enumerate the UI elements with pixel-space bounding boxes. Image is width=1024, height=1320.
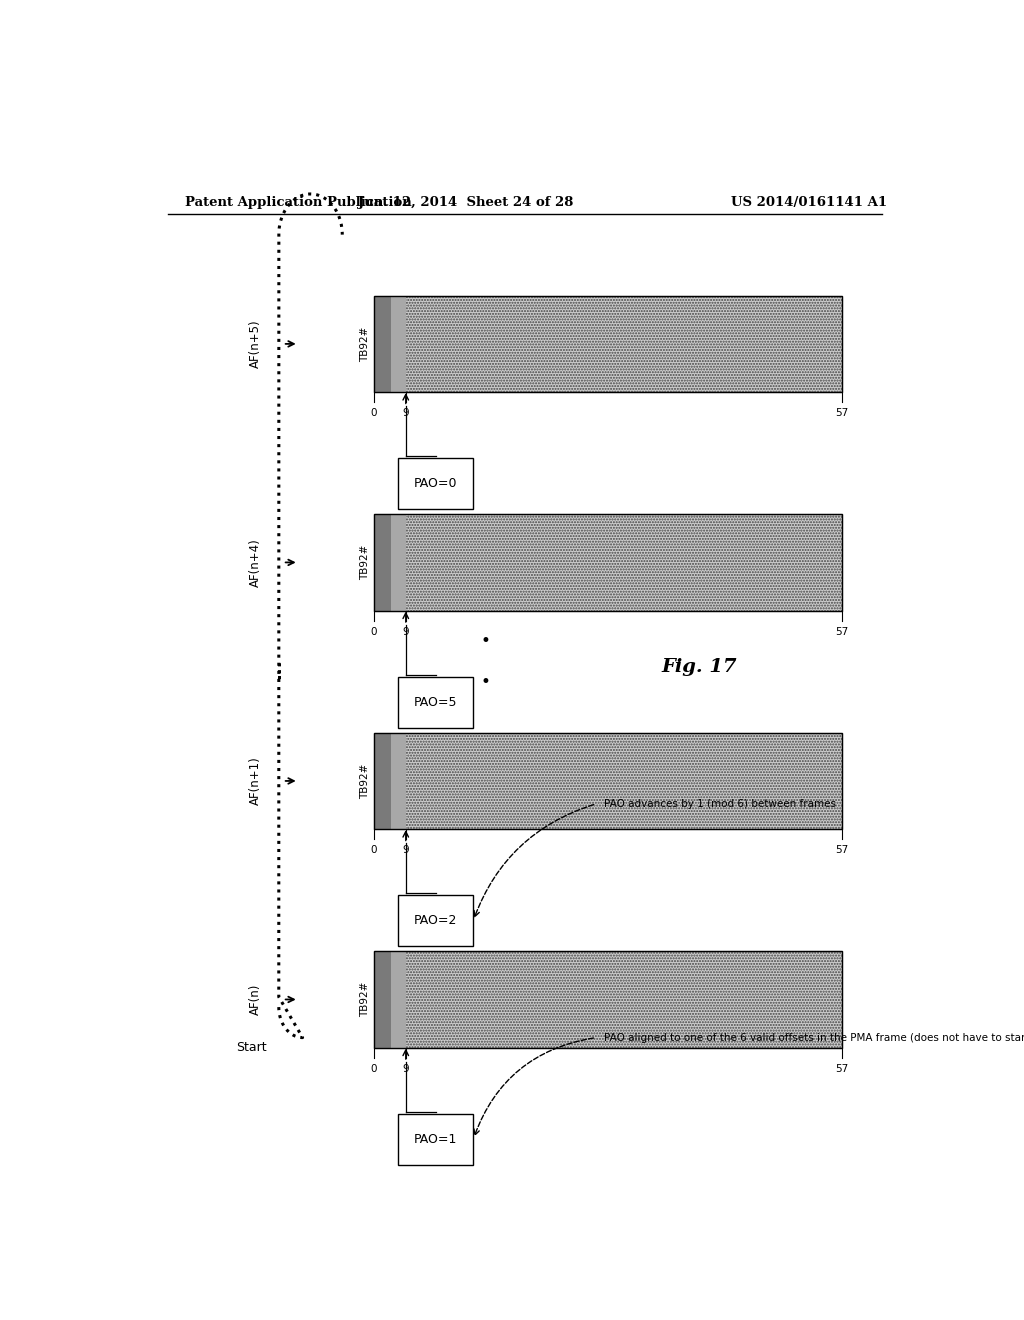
Text: Start: Start — [236, 1041, 266, 1055]
Text: PAO advances by 1 (mod 6) between frames: PAO advances by 1 (mod 6) between frames — [604, 799, 837, 809]
Text: •: • — [480, 632, 490, 651]
Text: PAO aligned to one of the 6 valid offsets in the PMA frame (does not have to sta: PAO aligned to one of the 6 valid offset… — [604, 1032, 1024, 1043]
Text: 0: 0 — [371, 846, 377, 855]
Text: 0: 0 — [371, 408, 377, 418]
Bar — [391, 515, 406, 611]
Bar — [374, 733, 842, 829]
Text: AF(n+4): AF(n+4) — [249, 539, 261, 587]
Bar — [397, 677, 473, 727]
Bar — [374, 952, 842, 1048]
Bar — [397, 458, 473, 510]
Text: TB92#: TB92# — [360, 326, 370, 362]
Text: 57: 57 — [836, 846, 849, 855]
Text: TB92#: TB92# — [360, 545, 370, 579]
Bar — [374, 296, 842, 392]
Text: ...: ... — [266, 659, 284, 680]
Text: PAO=1: PAO=1 — [414, 1133, 457, 1146]
Text: 0: 0 — [371, 627, 377, 638]
Text: US 2014/0161141 A1: US 2014/0161141 A1 — [731, 195, 887, 209]
Bar — [397, 1114, 473, 1164]
Text: TB92#: TB92# — [360, 982, 370, 1018]
Text: 9: 9 — [402, 627, 409, 638]
Bar — [374, 733, 842, 829]
Bar — [391, 952, 406, 1048]
Text: PAO=0: PAO=0 — [414, 477, 458, 490]
Bar — [391, 733, 406, 829]
Text: 57: 57 — [836, 408, 849, 418]
Text: Fig. 17: Fig. 17 — [662, 657, 737, 676]
Bar — [391, 296, 406, 392]
Bar — [374, 296, 391, 392]
Text: •: • — [480, 673, 490, 690]
Bar — [374, 733, 391, 829]
Bar — [374, 296, 842, 392]
Bar — [374, 515, 842, 611]
Bar — [397, 895, 473, 946]
Text: 0: 0 — [371, 1064, 377, 1074]
Bar — [374, 952, 842, 1048]
Text: 57: 57 — [836, 627, 849, 638]
Text: 9: 9 — [402, 408, 409, 418]
Bar — [374, 952, 391, 1048]
Text: AF(n+5): AF(n+5) — [249, 319, 261, 368]
Text: AF(n): AF(n) — [249, 983, 261, 1015]
Text: TB92#: TB92# — [360, 763, 370, 799]
Bar — [374, 515, 842, 611]
Text: PAO=5: PAO=5 — [414, 696, 458, 709]
Bar — [374, 515, 391, 611]
Text: Jun. 12, 2014  Sheet 24 of 28: Jun. 12, 2014 Sheet 24 of 28 — [357, 195, 573, 209]
Text: Patent Application Publication: Patent Application Publication — [185, 195, 412, 209]
Text: 9: 9 — [402, 1064, 409, 1074]
Text: AF(n+1): AF(n+1) — [249, 756, 261, 805]
Text: PAO=2: PAO=2 — [414, 915, 457, 927]
Text: 57: 57 — [836, 1064, 849, 1074]
Text: 9: 9 — [402, 846, 409, 855]
